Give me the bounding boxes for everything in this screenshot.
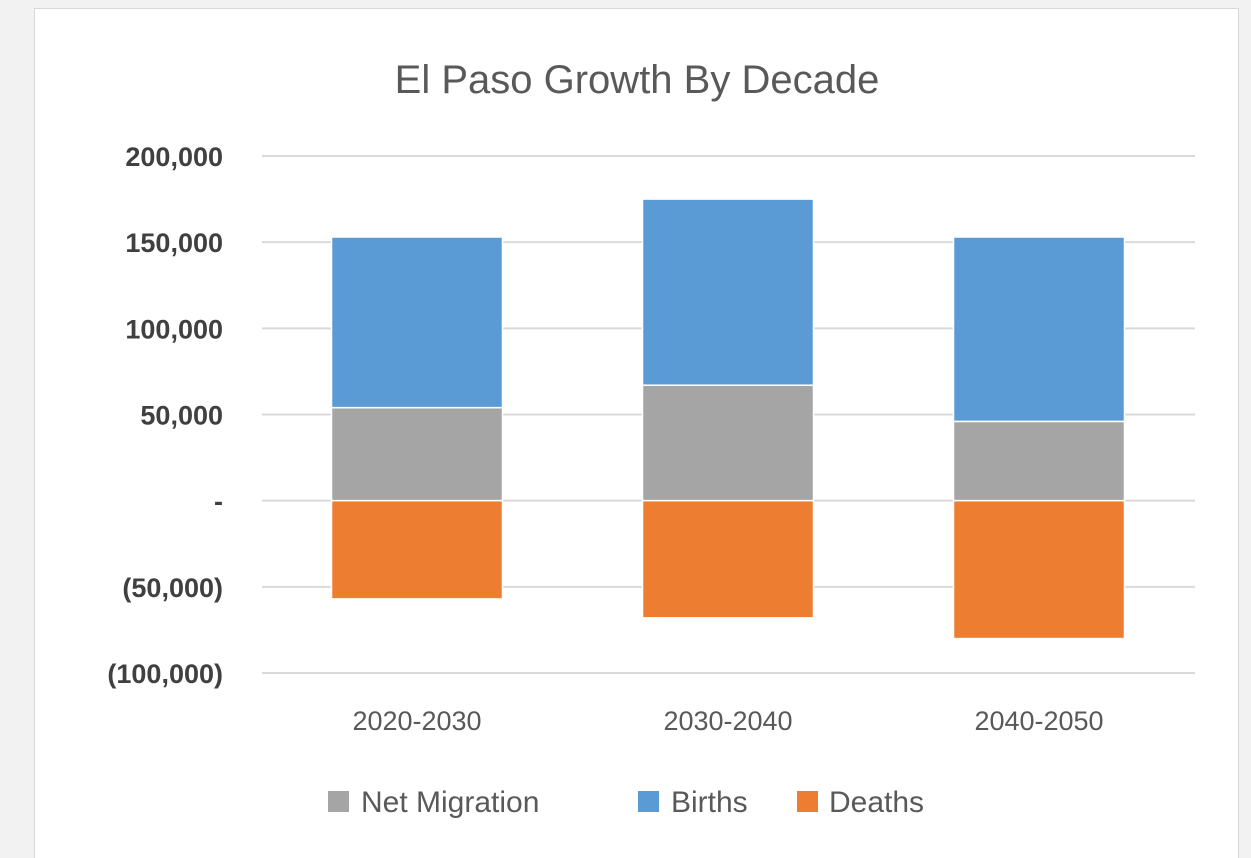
- bar-net-migration: [330, 406, 504, 502]
- bar-deaths: [952, 499, 1126, 640]
- y-tick-label: -: [214, 487, 223, 517]
- y-axis-tick-labels: 200,000 150,000 100,000 50,000 - (50,000) (100…: [107, 142, 223, 689]
- legend-label: Deaths: [829, 786, 924, 819]
- bars: [330, 198, 1126, 640]
- legend-label: Births: [671, 786, 748, 819]
- bar-births: [330, 236, 504, 409]
- bar-births: [641, 198, 815, 386]
- legend: Net Migration Births Deaths: [328, 786, 924, 819]
- y-tick-label: 150,000: [125, 228, 223, 258]
- chart-title: El Paso Growth By Decade: [395, 58, 880, 102]
- bar-net-migration: [641, 384, 815, 502]
- x-tick-label: 2030-2040: [663, 706, 792, 736]
- x-tick-label: 2020-2030: [352, 706, 481, 736]
- legend-swatch: [638, 791, 659, 812]
- bar-deaths: [330, 499, 504, 600]
- legend-swatch: [797, 791, 818, 812]
- y-tick-label: 50,000: [140, 401, 223, 431]
- x-axis-tick-labels: 2020-2030 2030-2040 2040-2050: [352, 706, 1103, 736]
- legend-label: Net Migration: [361, 786, 539, 819]
- bar-net-migration: [952, 420, 1126, 502]
- y-tick-label: (100,000): [107, 659, 223, 689]
- y-tick-label: 200,000: [125, 142, 223, 172]
- bar-births: [952, 236, 1126, 423]
- y-tick-label: (50,000): [122, 573, 223, 603]
- x-tick-label: 2040-2050: [974, 706, 1103, 736]
- bar-deaths: [641, 499, 815, 619]
- y-tick-label: 100,000: [125, 314, 223, 344]
- legend-swatch: [328, 791, 349, 812]
